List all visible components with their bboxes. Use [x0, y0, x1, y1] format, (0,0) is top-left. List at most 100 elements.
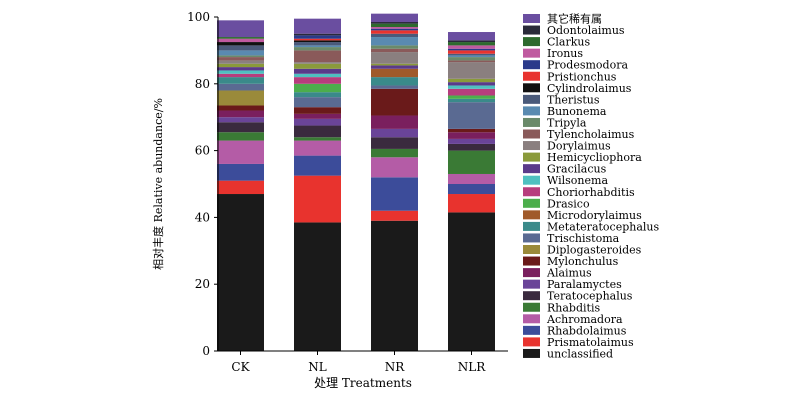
legend-item: Pristionchus — [523, 70, 617, 83]
legend-swatch — [523, 256, 540, 266]
legend-item: Alaimus — [523, 267, 592, 280]
bar-segment-nl-24 — [294, 38, 341, 41]
legend-item: Drasico — [523, 197, 590, 210]
legend-swatch — [523, 106, 540, 116]
legend-item: Wilsonema — [523, 174, 608, 187]
legend-swatch — [523, 129, 540, 139]
bar-segment-nlr-22 — [448, 53, 495, 56]
legend-swatch — [523, 302, 540, 312]
legend: 其它稀有属OdontolaimusClarkusIronusProdesmodo… — [523, 12, 659, 360]
legend-item: Rhabdolaimus — [523, 324, 627, 337]
legend-label: Prodesmodora — [547, 59, 628, 72]
bar-segment-nlr-25 — [448, 48, 495, 51]
bar-segment-ck-21 — [217, 50, 264, 56]
legend-label: unclassified — [547, 347, 613, 360]
bar-segment-nlr-0 — [448, 212, 495, 351]
y-tick-label: 80 — [195, 77, 210, 91]
legend-label: Cylindrolaimus — [547, 82, 632, 95]
bar-segment-nl-20 — [294, 47, 341, 51]
legend-swatch — [523, 117, 540, 127]
bar-segment-nl-3 — [294, 140, 341, 156]
legend-item: Odontolaimus — [523, 24, 625, 37]
legend-swatch — [523, 152, 540, 162]
bar-segment-nr-29 — [371, 13, 418, 23]
legend-swatch — [523, 83, 540, 93]
bar-segment-nr-12 — [371, 68, 418, 78]
legend-swatch — [523, 71, 540, 81]
bar-segment-nlr-26 — [448, 45, 495, 49]
bar-segment-nlr-11 — [448, 98, 495, 103]
bar-segment-nl-13 — [294, 83, 341, 93]
bar-segment-ck-11 — [217, 77, 264, 84]
bar-segment-nlr-6 — [448, 138, 495, 144]
x-tick-label: CK — [231, 360, 250, 374]
bar-segment-nr-8 — [371, 88, 418, 116]
bar-segment-nl-11 — [294, 92, 341, 98]
bar-segment-nl-15 — [294, 73, 341, 78]
legend-swatch — [523, 245, 540, 254]
bar-segment-nlr-5 — [448, 143, 495, 151]
bar-segment-ck-3 — [217, 140, 264, 164]
legend-label: Theristus — [547, 93, 600, 106]
y-tick-label: 60 — [195, 144, 210, 158]
bar-segment-ck-0 — [217, 194, 264, 351]
bar-segment-nlr-29 — [448, 32, 495, 41]
bar-segment-nlr-13 — [448, 95, 495, 99]
legend-label: Drasico — [547, 197, 590, 210]
bar-segment-nl-17 — [294, 63, 341, 69]
legend-swatch — [523, 141, 540, 151]
bar-segment-ck-23 — [217, 42, 264, 46]
bar-segment-nlr-2 — [448, 184, 495, 195]
bar-segment-ck-18 — [217, 60, 264, 64]
legend-item: Achromadora — [523, 313, 623, 326]
bar-segment-ck-5 — [217, 122, 264, 133]
bar-segment-nl-23 — [294, 40, 341, 43]
x-axis-title: 处理 Treatments — [314, 376, 412, 390]
legend-swatch — [523, 233, 540, 243]
bar-segment-nl-28 — [294, 33, 341, 36]
legend-label: 其它稀有属 — [547, 12, 602, 26]
legend-label: Tylencholaimus — [547, 128, 635, 141]
bar-segment-nlr-21 — [448, 55, 495, 58]
legend-item: Tylencholaimus — [523, 128, 635, 141]
bar-segment-nr-3 — [371, 157, 418, 178]
bar-segment-ck-9 — [217, 90, 264, 106]
bar-segment-nlr-18 — [448, 62, 495, 79]
legend-item: Trischistoma — [523, 232, 620, 245]
legend-label: Microdorylaimus — [547, 209, 642, 222]
legend-swatch — [523, 94, 540, 104]
legend-item: Hemicycliophora — [523, 151, 642, 164]
bar-segment-nr-6 — [371, 128, 418, 138]
legend-swatch — [523, 325, 540, 335]
bar-segment-nlr-7 — [448, 132, 495, 139]
legend-label: Clarkus — [547, 36, 591, 49]
bar-segment-nlr-17 — [448, 78, 495, 83]
legend-item: Teratocephalus — [523, 290, 633, 303]
legend-item: Gracilacus — [523, 163, 607, 176]
bar-segment-ck-14 — [217, 73, 264, 78]
bar-segment-nr-5 — [371, 137, 418, 149]
bar-segment-nr-27 — [371, 23, 418, 28]
legend-label: Mylonchulus — [547, 255, 619, 268]
bar-segment-nr-25 — [371, 28, 418, 31]
bar-segment-nlr-27 — [448, 42, 495, 46]
bar-segment-nr-26 — [371, 27, 418, 29]
legend-item: Clarkus — [523, 36, 591, 49]
bar-segment-ck-2 — [217, 163, 264, 181]
bar-segment-ck-26 — [217, 38, 264, 43]
legend-swatch — [523, 337, 540, 347]
bar-segment-nl-7 — [294, 113, 341, 119]
legend-swatch — [523, 25, 540, 35]
bar-segment-nl-22 — [294, 42, 341, 46]
legend-item: Tripyla — [523, 116, 587, 129]
legend-label: Tripyla — [547, 116, 587, 129]
bar-segment-nlr-16 — [448, 82, 495, 86]
bar-segment-nl-5 — [294, 125, 341, 138]
legend-swatch — [523, 314, 540, 324]
bar-segment-nr-19 — [371, 48, 418, 53]
bar-segment-ck-10 — [217, 83, 264, 91]
bar-segment-nl-16 — [294, 68, 341, 74]
bar-segment-nr-17 — [371, 63, 418, 66]
